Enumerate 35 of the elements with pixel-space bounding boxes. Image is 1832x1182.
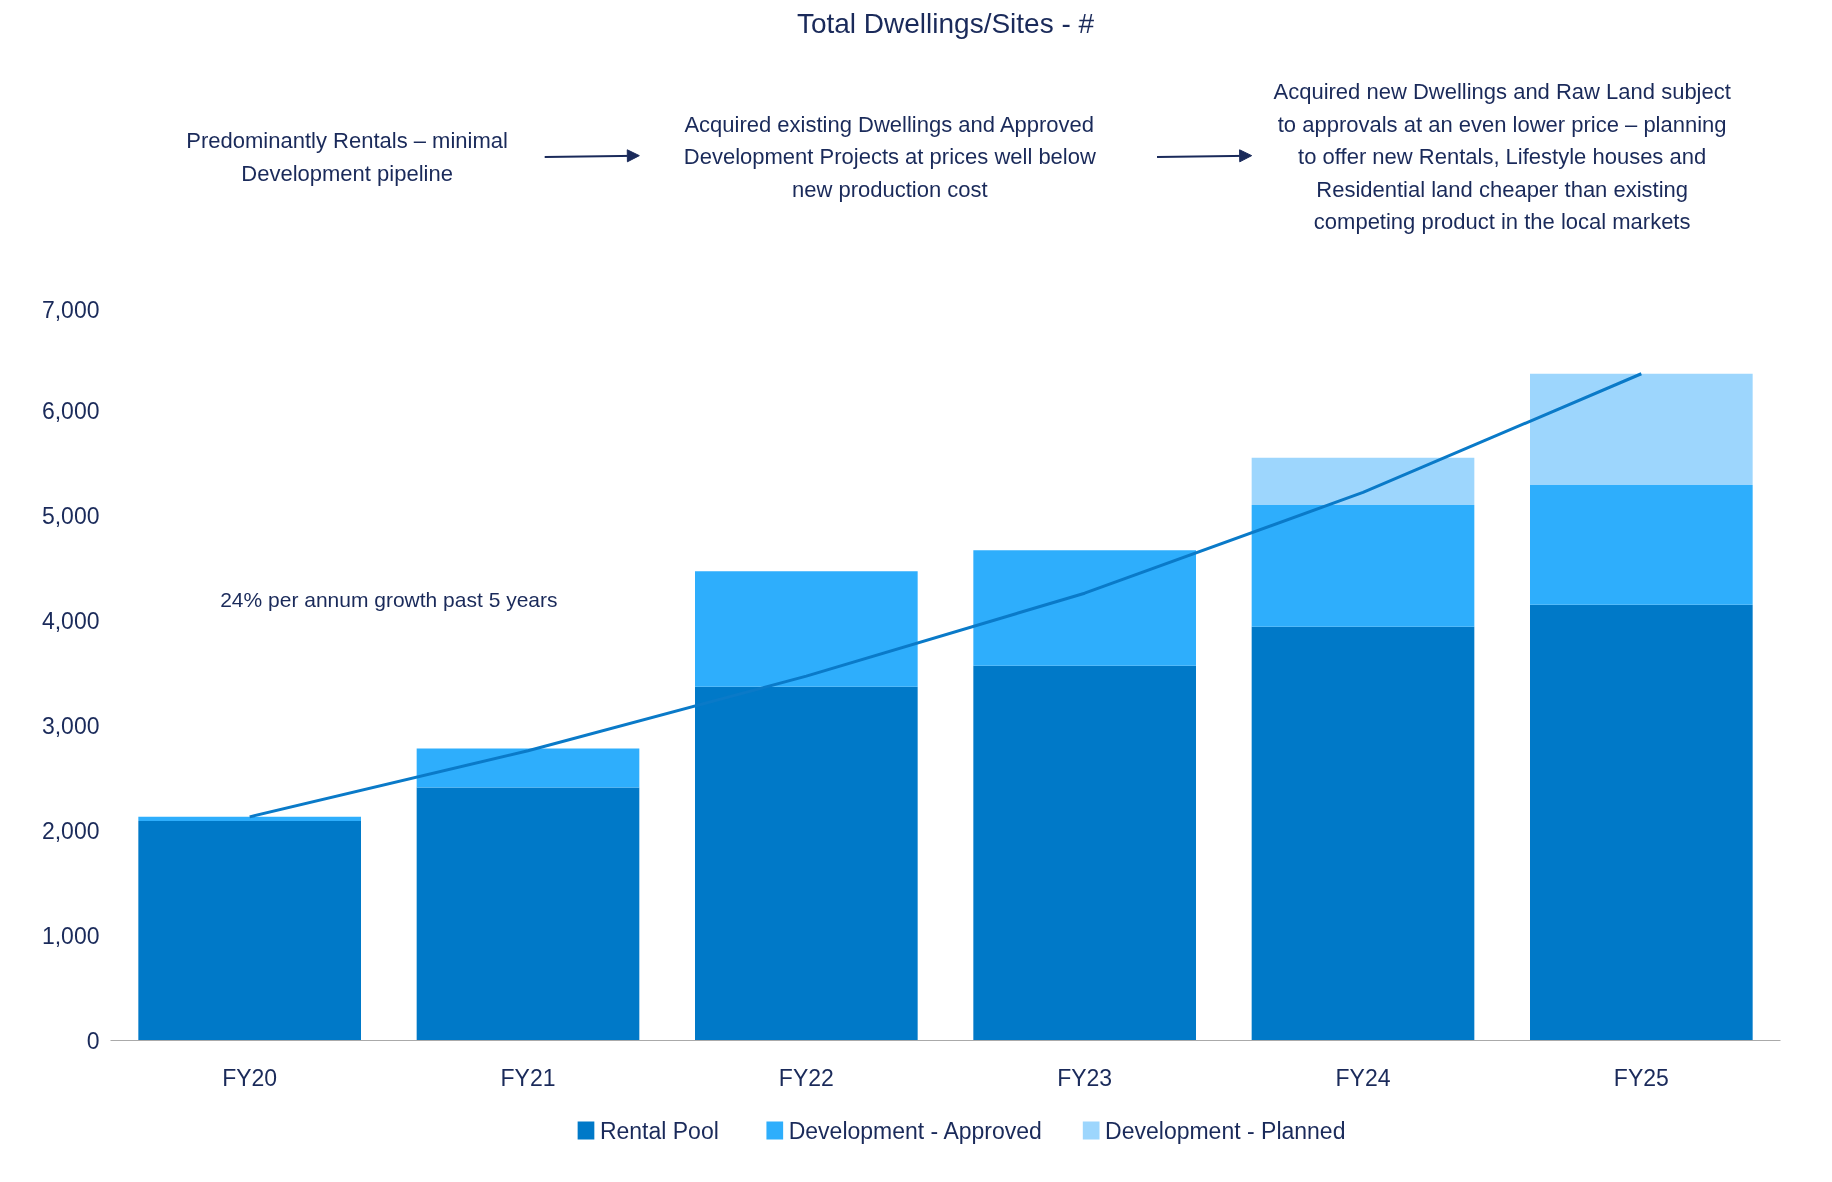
bar — [138, 816, 361, 822]
y-tick-label: 5,000 — [41, 503, 100, 529]
text: Acquired new Dwellings and Raw Land subject to approvals at an even lower price – planning to offer new Rentals, Lifestyle houses and Residential land cheaper than existing competing product in the local markets — [1273, 79, 1731, 235]
y-tick-label: 3,000 — [41, 713, 100, 739]
x-tick-label: FY20 — [222, 1064, 278, 1091]
annotation: 24% per annum growth past 5 years — [220, 587, 558, 611]
bar — [973, 665, 1196, 1041]
y-tick-label: 4,000 — [41, 608, 100, 634]
bar — [416, 787, 640, 1041]
y-tick-label: 6,000 — [41, 398, 100, 424]
x-tick-label: FY22 — [778, 1064, 834, 1091]
x-tick-label: FY24 — [1335, 1064, 1391, 1091]
legend-label: Development - Planned — [1105, 1117, 1346, 1144]
y-tick-label: 2,000 — [41, 818, 100, 844]
bar — [416, 748, 640, 788]
y-tick-label: 0 — [86, 1028, 100, 1054]
y-tick-label: 7,000 — [41, 296, 100, 323]
x-tick-label: FY21 — [500, 1064, 556, 1091]
text: Predominantly Rentals – minimal Development pipeline — [186, 128, 508, 186]
x-tick-label: FY25 — [1613, 1064, 1669, 1091]
bar — [695, 571, 918, 687]
bar — [1251, 457, 1475, 505]
bar — [138, 821, 361, 1041]
x-tick-label: FY23 — [1057, 1064, 1113, 1091]
y-tick-label: 1,000 — [41, 923, 100, 949]
text: Acquired existing Dwellings and Approved Development Projects at prices well below new production cost — [683, 111, 1096, 202]
bar — [1530, 373, 1753, 486]
chart-title: Total Dwellings/Sites - # — [796, 7, 1095, 39]
bar — [1530, 604, 1753, 1041]
bar — [973, 550, 1196, 666]
legend-label: Development - Approved — [788, 1117, 1042, 1144]
legend-label: Rental Pool — [599, 1117, 719, 1144]
bar — [1251, 505, 1475, 627]
bar — [1251, 626, 1475, 1041]
bar — [1530, 485, 1753, 605]
